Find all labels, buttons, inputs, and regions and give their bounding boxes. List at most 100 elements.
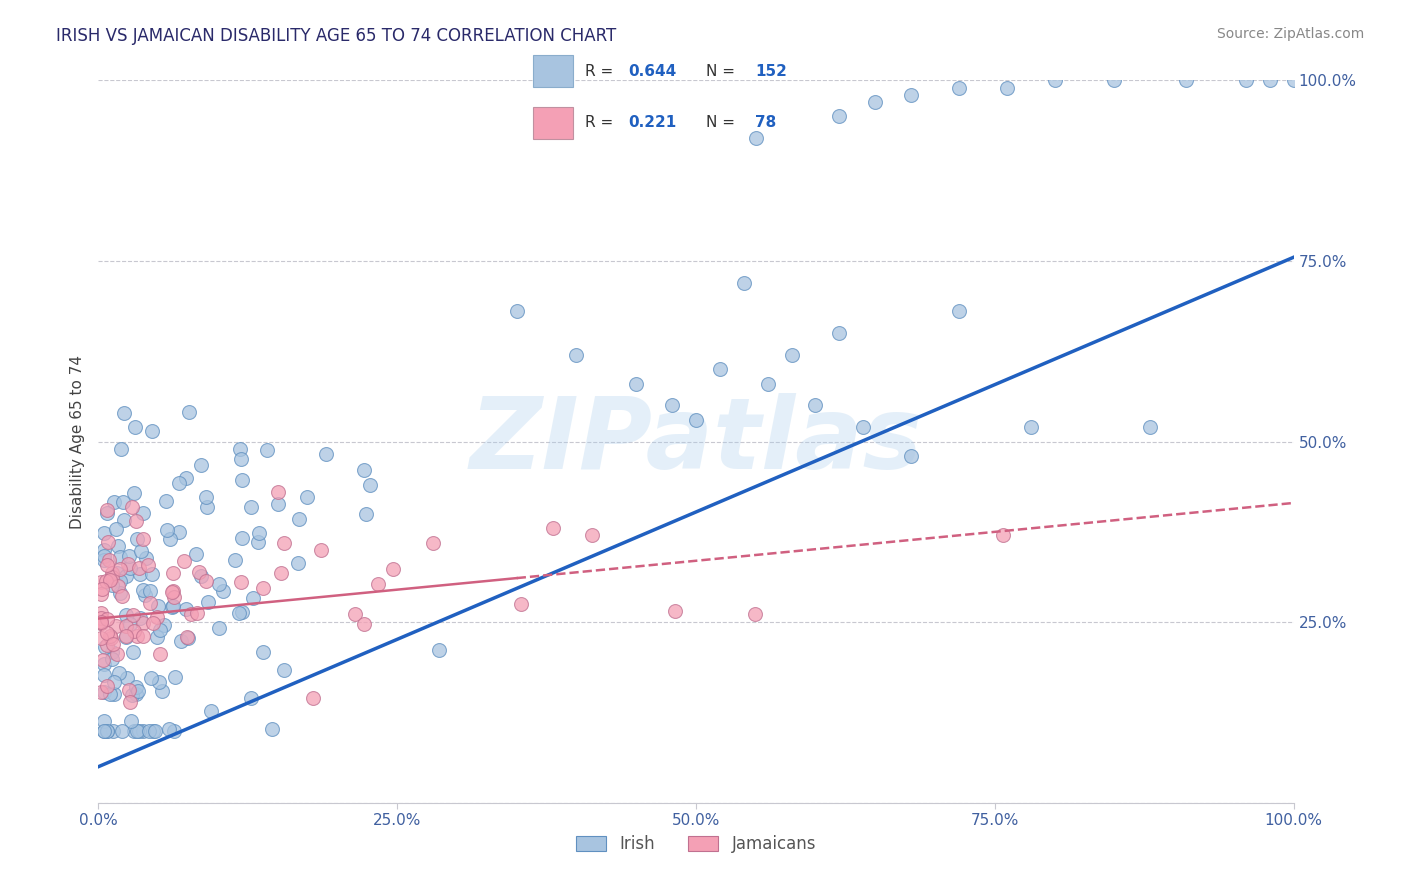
Point: [744, 607, 766, 621]
Point: [188, 565, 211, 579]
Point: [93, 553, 115, 567]
Point: [90, 615, 112, 629]
Point: [90, 685, 112, 699]
Point: [105, 618, 128, 632]
Point: [239, 500, 262, 515]
Point: [1019, 420, 1042, 434]
Point: [98, 573, 121, 587]
Text: Source: ZipAtlas.com: Source: ZipAtlas.com: [1216, 27, 1364, 41]
Point: [115, 629, 138, 643]
Point: [157, 723, 180, 737]
Point: [1234, 73, 1257, 87]
Point: [96, 679, 118, 693]
Point: [101, 637, 124, 651]
Point: [90, 575, 112, 590]
Point: [104, 522, 127, 536]
Point: [422, 535, 444, 549]
Point: [311, 542, 333, 557]
Point: [143, 723, 166, 738]
Point: [353, 463, 375, 477]
Point: [159, 533, 181, 547]
Point: [256, 442, 278, 457]
Text: N =: N =: [706, 115, 740, 130]
Text: R =: R =: [585, 64, 619, 78]
Point: [132, 506, 155, 520]
Point: [991, 528, 1014, 542]
Point: [948, 304, 970, 318]
Point: [173, 554, 195, 568]
Point: [367, 577, 389, 591]
Point: [141, 567, 163, 582]
Point: [142, 615, 165, 630]
Bar: [533, 107, 572, 139]
Point: [190, 458, 212, 473]
Point: [120, 616, 142, 631]
Point: [146, 630, 169, 644]
Point: [93, 668, 115, 682]
Point: [184, 547, 207, 561]
Point: [103, 494, 125, 508]
Point: [100, 631, 122, 645]
Point: [177, 405, 200, 419]
Point: [509, 597, 531, 611]
Point: [132, 615, 155, 630]
Point: [231, 531, 253, 545]
Point: [118, 549, 141, 564]
Point: [122, 645, 145, 659]
Point: [94, 574, 117, 589]
Point: [96, 507, 118, 521]
Point: [180, 607, 202, 621]
Point: [101, 645, 124, 659]
Point: [828, 110, 851, 124]
Point: [1258, 73, 1281, 87]
Point: [266, 497, 288, 511]
Point: [194, 490, 217, 504]
Point: [565, 348, 588, 362]
Point: [120, 695, 142, 709]
Point: [149, 647, 172, 661]
Point: [93, 723, 115, 738]
Point: [273, 663, 295, 677]
Point: [733, 276, 755, 290]
Point: [115, 671, 138, 685]
Point: [115, 569, 138, 583]
Point: [315, 446, 337, 460]
Point: [91, 653, 114, 667]
Point: [231, 474, 253, 488]
Point: [96, 612, 118, 626]
Text: IRISH VS JAMAICAN DISABILITY AGE 65 TO 74 CORRELATION CHART: IRISH VS JAMAICAN DISABILITY AGE 65 TO 7…: [56, 27, 616, 45]
Point: [382, 562, 405, 576]
Point: [174, 471, 197, 485]
Point: [581, 528, 603, 542]
Point: [93, 657, 115, 671]
Point: [129, 543, 152, 558]
Point: [138, 723, 160, 738]
Point: [120, 560, 142, 574]
Point: [359, 478, 381, 492]
Point: [90, 586, 112, 600]
Point: [995, 80, 1018, 95]
Point: [96, 638, 118, 652]
Point: [804, 398, 827, 412]
Point: [90, 616, 112, 631]
Point: [506, 304, 529, 318]
Point: [138, 558, 160, 573]
Point: [709, 362, 731, 376]
Point: [1104, 73, 1126, 87]
Point: [93, 549, 115, 564]
Point: [96, 503, 118, 517]
Point: [90, 606, 112, 620]
Point: [124, 514, 146, 528]
Point: [948, 80, 970, 95]
Point: [208, 577, 231, 591]
Point: [273, 536, 295, 550]
Point: [90, 582, 112, 596]
Point: [162, 585, 184, 599]
Point: [685, 413, 707, 427]
Point: [139, 672, 162, 686]
Point: [131, 582, 153, 597]
Point: [118, 682, 141, 697]
Point: [128, 567, 150, 582]
Point: [125, 629, 148, 643]
Point: [224, 553, 246, 567]
